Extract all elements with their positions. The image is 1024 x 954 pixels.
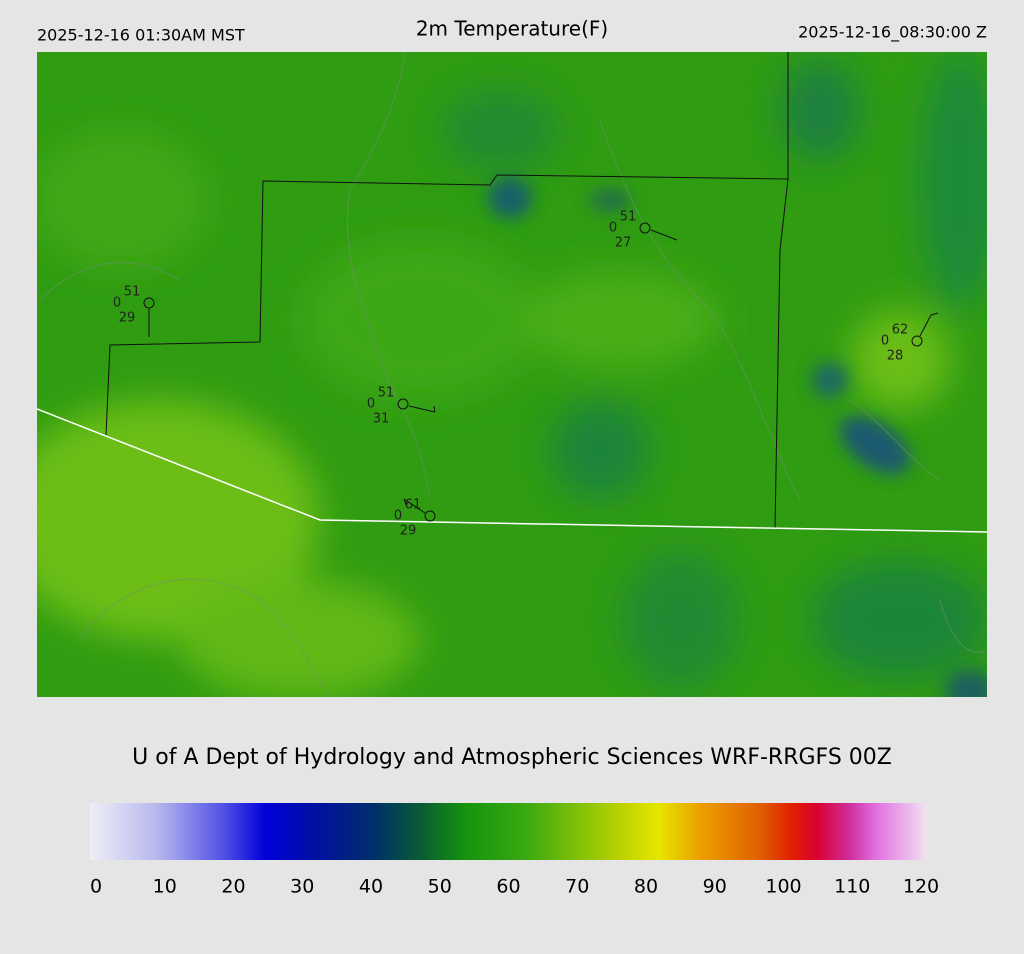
- colorbar-tick-label: 100: [765, 876, 801, 898]
- colorbar-tick-label: 20: [221, 876, 245, 898]
- station-temperature: 51: [620, 210, 637, 225]
- colorbar-tick-label: 70: [565, 876, 589, 898]
- wind-barb: [930, 312, 939, 316]
- colorbar-tick-label: 110: [834, 876, 870, 898]
- state-border: [37, 408, 987, 533]
- wind-barb: [433, 405, 436, 413]
- station-precip: 0: [367, 397, 375, 412]
- colorbar-tick-label: 50: [428, 876, 452, 898]
- colorbar: [90, 803, 926, 860]
- colorbar-tick-label: 90: [703, 876, 727, 898]
- credit: U of A Dept of Hydrology and Atmospheric…: [132, 745, 892, 770]
- station-temperature: 61: [405, 498, 422, 513]
- station-precip: 0: [881, 334, 889, 349]
- county-border: [774, 178, 789, 529]
- colorbar-tick-label: 60: [496, 876, 520, 898]
- station-precip: 0: [394, 509, 402, 524]
- cold-pockets: [488, 178, 987, 697]
- wind-barb: [403, 498, 407, 506]
- station-precip: 0: [113, 296, 121, 311]
- station-circle: [143, 297, 155, 309]
- station-temperature: 51: [378, 386, 395, 401]
- station-circle: [639, 222, 651, 234]
- colorbar-tick-label: 30: [290, 876, 314, 898]
- wind-barb: [403, 498, 426, 514]
- station-dewpoint: 31: [373, 412, 390, 427]
- map-title: 2m Temperature(F): [416, 17, 608, 41]
- wind-barb: [408, 405, 436, 413]
- station-dewpoint: 28: [887, 349, 904, 364]
- colorbar-tick-label: 40: [359, 876, 383, 898]
- station-temperature: 51: [124, 285, 141, 300]
- station-circle: [424, 510, 436, 522]
- station-dewpoint: 29: [119, 311, 136, 326]
- station-circle: [911, 335, 923, 347]
- local-time: 2025-12-16 01:30AM MST: [37, 26, 245, 45]
- colorbar-tick-label: 120: [903, 876, 939, 898]
- colorbar-tick-label: 0: [90, 876, 102, 898]
- colorbar-tick-label: 80: [634, 876, 658, 898]
- wind-barb: [650, 229, 678, 241]
- station-circle: [397, 398, 409, 410]
- station-dewpoint: 27: [615, 236, 632, 251]
- station-dewpoint: 29: [400, 524, 417, 539]
- county-border: [105, 52, 789, 436]
- colorbar-ticks: 0 10 20 30 40 50 60 70 80 90 100 110 120: [90, 876, 939, 898]
- station-precip: 0: [609, 221, 617, 236]
- contours: [39, 52, 987, 697]
- colorbar-tick-label: 10: [153, 876, 177, 898]
- temperature-field: [37, 52, 987, 697]
- utc-time: 2025-12-16_08:30:00 Z: [798, 23, 987, 43]
- station-temperature: 62: [892, 323, 909, 338]
- wind-barb: [919, 314, 932, 337]
